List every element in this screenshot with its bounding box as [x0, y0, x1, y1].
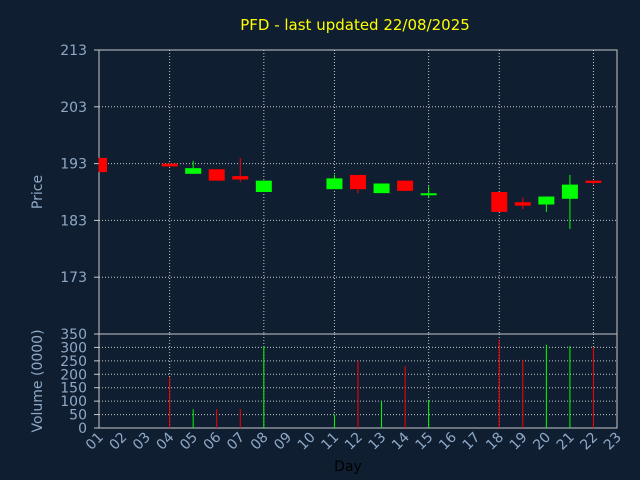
- candle-body: [397, 180, 414, 191]
- x-tick-label: 20: [530, 430, 554, 454]
- volume-bars: [169, 339, 594, 428]
- chart-title: PFD - last updated 22/08/2025: [240, 16, 470, 34]
- price-tick-labels: 213 203 193 183 173: [60, 43, 87, 286]
- x-tick-label: 06: [201, 429, 225, 453]
- candle-body: [585, 180, 602, 183]
- candle-01: [98, 157, 107, 173]
- candle-08: [255, 180, 272, 192]
- candle-body: [350, 174, 366, 190]
- volume-tick-label: 250: [60, 354, 87, 370]
- candle-14: [397, 180, 414, 191]
- x-tick-labels: 01 02 03 04 05 06 07 08 09 10 11 12 13 14 15 16 17 18 19 20…: [83, 429, 625, 453]
- x-tick-label: 09: [271, 430, 295, 454]
- price-tick-label: 173: [60, 270, 87, 286]
- candle-20: [538, 196, 555, 212]
- volume-tick-label: 350: [60, 327, 87, 343]
- candle-body: [538, 196, 555, 205]
- candle-body: [326, 178, 343, 190]
- x-tick-label: 17: [460, 430, 484, 454]
- candle-11: [326, 174, 343, 190]
- candle-body: [99, 157, 107, 173]
- x-tick-label: 04: [154, 429, 178, 453]
- price-grid: [94, 49, 618, 335]
- x-tick-label: 23: [601, 430, 625, 454]
- x-tick-label: 02: [106, 430, 130, 454]
- x-axis-label: Day: [334, 459, 362, 475]
- candle-22: [585, 180, 602, 185]
- x-tick-label: 18: [483, 430, 507, 454]
- price-tick-label: 203: [60, 100, 87, 116]
- x-tick-label: 13: [365, 430, 389, 454]
- candle-05: [185, 160, 202, 174]
- candle-19: [514, 197, 531, 210]
- candle-12: [350, 174, 366, 194]
- candle-body: [255, 180, 272, 192]
- volume-tick-label: 300: [60, 340, 87, 356]
- price-tick-label: 213: [60, 43, 87, 59]
- candle-13: [373, 183, 390, 194]
- x-tick-label: 03: [130, 430, 154, 454]
- candle-body: [232, 176, 249, 180]
- price-axis-label: Price: [30, 175, 46, 209]
- candle-21: [561, 174, 578, 229]
- candle-body: [161, 163, 178, 167]
- x-tick-label: 22: [577, 430, 601, 454]
- candle-body: [420, 193, 437, 196]
- candle-body: [561, 184, 578, 199]
- x-tick-label: 14: [389, 429, 413, 453]
- candle-18: [491, 192, 508, 212]
- candle-body: [208, 169, 225, 181]
- candle-body: [514, 202, 531, 206]
- candle-04: [161, 163, 178, 167]
- x-tick-label: 10: [295, 430, 319, 454]
- x-tick-label: 12: [342, 430, 366, 454]
- candle-15: [420, 186, 437, 198]
- volume-tick-label: 0: [78, 421, 87, 437]
- x-tick-label: 15: [413, 430, 437, 454]
- candle-body: [185, 168, 202, 174]
- volume-tick-label: 100: [60, 394, 87, 410]
- x-tick-label: 16: [436, 429, 460, 453]
- price-candles: [98, 157, 602, 229]
- candle-07: [232, 157, 249, 182]
- price-tick-label: 193: [60, 157, 87, 173]
- volume-tick-label: 200: [60, 367, 87, 383]
- volume-grid: [94, 333, 618, 429]
- x-tick-label: 05: [177, 430, 201, 454]
- candle-06: [208, 169, 225, 181]
- x-tick-label: 19: [507, 430, 531, 454]
- volume-tick-label: 50: [69, 408, 87, 424]
- x-tick-label: 11: [318, 430, 342, 454]
- x-tick-label: 21: [554, 430, 578, 454]
- volume-axis-label: Volume (0000): [30, 329, 46, 432]
- x-tick-label: 08: [248, 430, 272, 454]
- x-tick-label: 07: [224, 430, 248, 454]
- price-tick-label: 183: [60, 213, 87, 229]
- candle-body: [373, 183, 390, 194]
- candle-body: [491, 192, 508, 212]
- volume-tick-label: 150: [60, 381, 87, 397]
